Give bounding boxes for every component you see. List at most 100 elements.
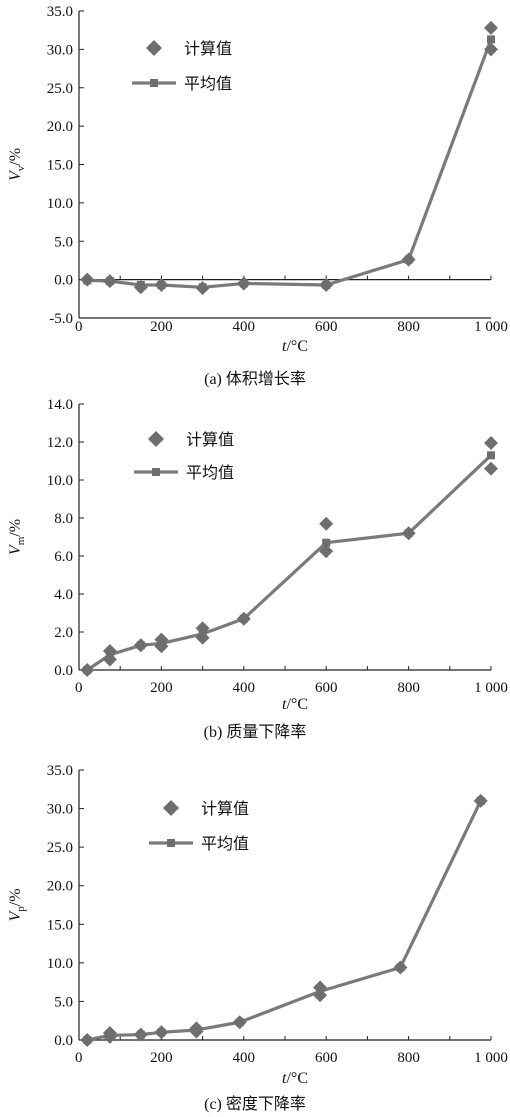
average-point <box>487 451 495 460</box>
y-tick-label: -5.0 <box>49 311 73 327</box>
calculated-point <box>484 435 498 450</box>
legend-label-average: 平均值 <box>201 834 249 853</box>
y-tick-label: 35.0 <box>47 763 73 779</box>
y-tick-label: 4.0 <box>54 587 73 603</box>
y-axis-sub: p <box>15 906 27 912</box>
y-axis-sub: v <box>15 165 27 171</box>
y-tick-label: 25.0 <box>47 81 73 97</box>
x-tick-label: 1 000 <box>474 319 508 335</box>
x-tick-label: 600 <box>315 1050 338 1066</box>
calculated-point <box>319 544 334 559</box>
y-tick-label: 15.0 <box>47 917 73 933</box>
calculated-point <box>232 1015 247 1030</box>
y-axis-unit: /% <box>7 519 24 537</box>
legend-diamond-icon <box>146 40 162 56</box>
x-tick-label: 800 <box>397 319 420 335</box>
y-axis-label: Vp/% <box>7 888 27 921</box>
y-axis-var: V <box>7 910 24 922</box>
chart-panel-1: -5.0 0.0 5.0 10.0 15.0 20.0 25.0 30.0 35.0 0 200 40… <box>7 4 508 388</box>
y-axis-label: Vv/% <box>7 148 27 181</box>
x-tick-label: 0 <box>75 680 83 696</box>
x-tick-label: 400 <box>233 319 256 335</box>
average-point <box>322 538 331 547</box>
calculated-point <box>154 632 169 647</box>
calculated-point <box>133 280 148 295</box>
x-axis-label: t/°C <box>282 1070 308 1087</box>
x-tick-label: 200 <box>150 319 173 335</box>
y-tick-label: 5.0 <box>54 234 73 250</box>
calculated-point <box>154 277 169 292</box>
y-tick-label: 0.0 <box>54 663 73 679</box>
average-line <box>86 454 493 672</box>
chart-caption: (a) 体积增长率 <box>204 370 306 388</box>
x-tick-label: 400 <box>233 680 256 696</box>
calculated-point <box>154 1025 169 1040</box>
calculated-point <box>393 960 408 975</box>
calculated-point <box>195 630 210 645</box>
x-axis-label: t/°C <box>282 338 308 355</box>
calculated-point <box>236 611 251 626</box>
calculated-point <box>313 988 328 1003</box>
legend-square-icon <box>150 79 158 87</box>
y-tick-label: 30.0 <box>47 802 73 818</box>
x-tick-label: 800 <box>397 680 420 696</box>
y-tick-label: 20.0 <box>47 119 73 135</box>
calculated-point <box>102 644 117 658</box>
y-tick-label: 30.0 <box>47 42 73 58</box>
chart-caption: (c) 密度下降率 <box>204 1095 306 1113</box>
legend-square-icon <box>152 468 160 476</box>
calculated-point <box>133 1027 148 1042</box>
calculated-point <box>80 272 95 287</box>
calculated-point <box>102 1026 117 1041</box>
legend-diamond-icon <box>163 800 179 816</box>
x-axis-var: t <box>282 338 287 355</box>
y-tick-label: 14.0 <box>47 397 73 413</box>
y-axis-unit: /% <box>7 148 24 166</box>
y-tick-label: 25.0 <box>47 840 73 856</box>
calculated-point <box>319 516 334 531</box>
x-tick-label: 200 <box>150 680 173 696</box>
x-axis-var: t <box>282 696 287 713</box>
calculated-point <box>102 652 117 667</box>
calculated-point <box>319 277 334 292</box>
y-tick-label: 20.0 <box>47 879 73 895</box>
x-axis-unit: /°C <box>286 696 308 713</box>
x-axis-var: t <box>282 1070 287 1087</box>
y-tick-label: 6.0 <box>54 549 73 565</box>
calculated-point <box>484 20 498 35</box>
x-tick-label: 400 <box>233 1050 256 1066</box>
calculated-point <box>484 461 498 476</box>
y-tick-label: 12.0 <box>47 435 73 451</box>
x-tick-label: 200 <box>150 1050 173 1066</box>
x-tick-label: 1 000 <box>474 680 508 696</box>
average-line <box>87 38 493 289</box>
calculated-point <box>102 274 117 289</box>
calculated-point <box>189 1021 204 1036</box>
y-axis-label: Vm/% <box>7 519 27 555</box>
y-tick-label: 0.0 <box>54 1033 73 1049</box>
x-axis-unit: /°C <box>286 338 308 355</box>
calculated-point <box>473 793 488 808</box>
legend-square-icon <box>167 839 175 847</box>
calculated-point <box>401 252 416 267</box>
x-tick-label: 800 <box>397 1050 420 1066</box>
y-tick-label: 10.0 <box>47 956 73 972</box>
legend-label-average: 平均值 <box>184 74 232 93</box>
calculated-point <box>80 663 95 677</box>
x-tick-label: 0 <box>75 319 83 335</box>
calculated-point <box>133 638 148 653</box>
y-tick-label: 10.0 <box>47 473 73 489</box>
y-tick-label: 15.0 <box>47 158 73 174</box>
calculated-point <box>401 526 416 541</box>
calculated-point <box>195 281 210 296</box>
x-tick-label: 600 <box>315 680 338 696</box>
calculated-point <box>484 42 498 57</box>
legend-label-average: 平均值 <box>186 463 234 482</box>
legend-label-calculated: 计算值 <box>201 799 249 818</box>
y-tick-label: 8.0 <box>54 511 73 527</box>
y-tick-label: 0.0 <box>54 273 73 289</box>
legend-label-calculated: 计算值 <box>184 39 232 58</box>
